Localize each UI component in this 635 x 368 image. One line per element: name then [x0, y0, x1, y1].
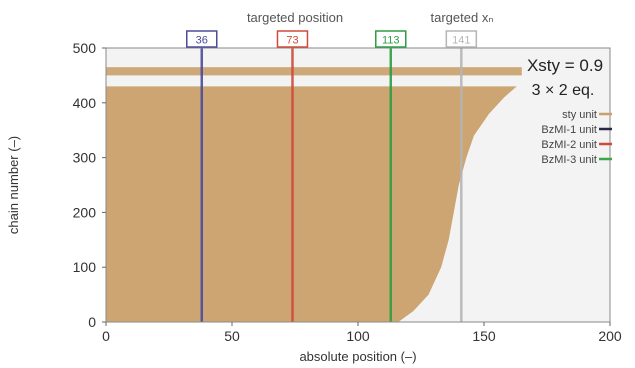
- annotation-line-1: Xsty = 0.9: [527, 56, 603, 75]
- y-axis-label: chain number (–): [6, 136, 21, 234]
- y-tick-label-500: 500: [73, 40, 97, 56]
- label-box-73: [276, 30, 309, 48]
- chain-length-area: [106, 86, 517, 322]
- label-text-73: 73: [286, 35, 298, 47]
- y-tick-label-100: 100: [73, 259, 97, 275]
- y-tick-label-400: 400: [73, 95, 97, 111]
- x-axis-label: absolute position (–): [299, 349, 416, 364]
- label-box-141: [445, 30, 478, 48]
- header-targeted-position: targeted position: [247, 10, 343, 25]
- legend-label-0: sty unit: [562, 109, 597, 121]
- x-tick-label-200: 200: [598, 328, 622, 344]
- y-tick-label-200: 200: [73, 204, 97, 220]
- chain-length-top-band: [106, 67, 522, 76]
- chain-fill-layer: [106, 67, 522, 322]
- x-tick-label-0: 0: [102, 328, 110, 344]
- legend-label-1: BzMI-1 unit: [541, 124, 597, 136]
- header-targeted-xn: targeted xₙ: [431, 10, 494, 25]
- label-text-36: 36: [196, 35, 208, 47]
- position-label-boxes: 36 73 113 141: [186, 30, 478, 48]
- label-box-36: [186, 30, 218, 48]
- x-tick-label-50: 50: [224, 328, 240, 344]
- x-tick-label-100: 100: [346, 328, 370, 344]
- composition-annotation: Xsty = 0.9 3 × 2 eq.: [527, 56, 603, 99]
- label-box-113: [375, 30, 407, 48]
- vertical-lines: [200, 48, 463, 322]
- legend-label-2: BzMI-2 unit: [541, 139, 597, 151]
- y-tick-label-300: 300: [73, 150, 97, 166]
- label-text-141: 141: [452, 35, 470, 47]
- legend-label-3: BzMI-3 unit: [541, 154, 597, 166]
- label-text-113: 113: [382, 35, 400, 47]
- x-tick-label-150: 150: [472, 328, 496, 344]
- annotation-line-2: 3 × 2 eq.: [532, 82, 595, 99]
- legend: sty unit BzMI-1 unit BzMI-2 unit BzMI-3 uni…: [541, 109, 612, 166]
- y-ticks: 0 100 200 300 400 500: [73, 40, 106, 330]
- y-tick-label-0: 0: [88, 314, 96, 330]
- x-ticks: 0 50 100 150 200: [102, 322, 622, 344]
